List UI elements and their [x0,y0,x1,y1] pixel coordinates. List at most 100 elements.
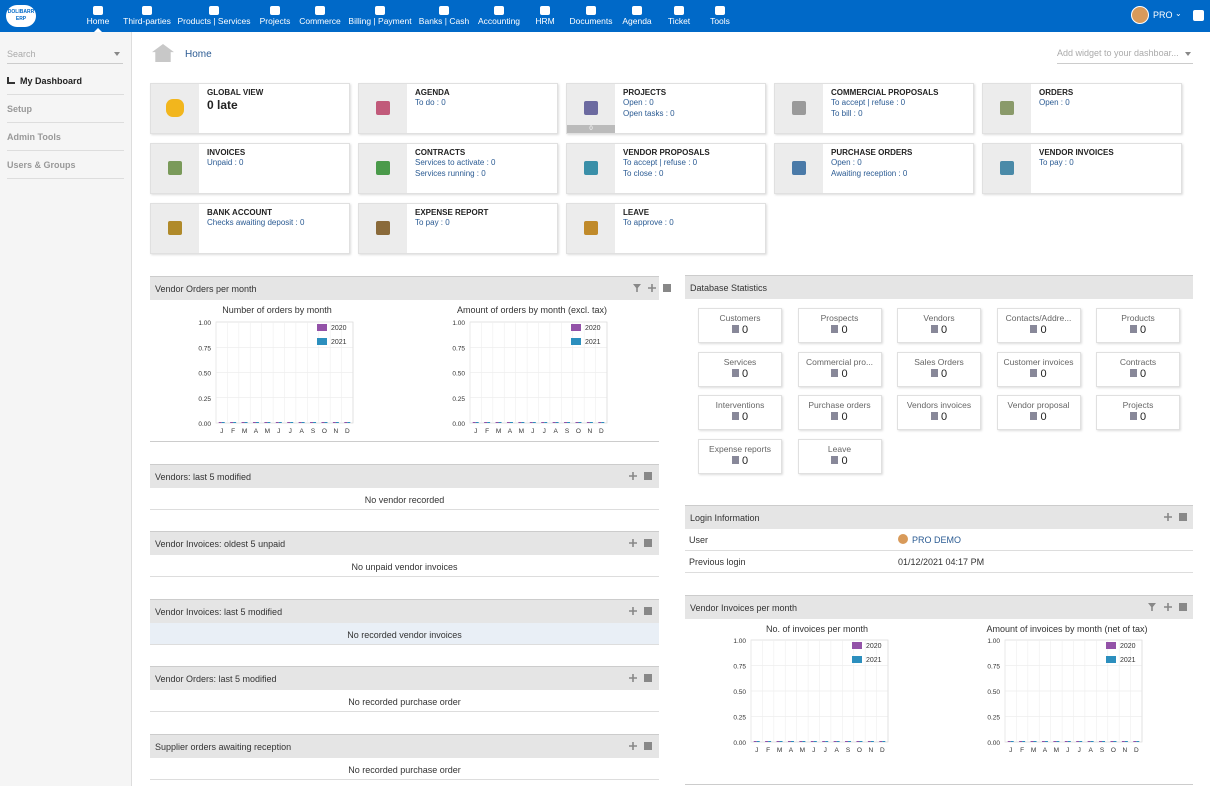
close-icon[interactable] [1179,603,1187,611]
filter-icon[interactable] [633,284,641,292]
page-title[interactable]: Home [185,49,212,60]
box-vendor-invoices[interactable]: VENDOR INVOICES To pay : 0 [982,143,1182,194]
close-icon[interactable] [644,472,652,480]
stat-leave[interactable]: Leave 0 [797,438,882,474]
stat-prospects[interactable]: Prospects 0 [797,308,882,343]
stat-commercial-pro-[interactable]: Commercial pro... 0 [797,351,882,387]
x-tick-label: N [588,428,593,435]
box-line[interactable]: Awaiting reception : 0 [831,169,908,178]
stat-projects[interactable]: Projects 0 [1096,395,1180,431]
chevron-down-icon [1185,52,1191,56]
bar [810,741,814,742]
sidebar-item-admin-tools[interactable]: Admin Tools [7,123,124,151]
box-line[interactable]: Open : 0 [831,158,862,167]
stat-vendors-invoices[interactable]: Vendors invoices 0 [897,395,981,431]
stat-contacts-addre-[interactable]: Contacts/Addre... 0 [996,308,1081,343]
search-input[interactable]: Search [7,46,123,64]
stat-sales-orders[interactable]: Sales Orders 0 [897,351,981,387]
box-line[interactable]: Open : 0 [1039,98,1070,107]
box-line[interactable]: To accept | refuse : 0 [623,158,698,167]
stat-interventions[interactable]: Interventions 0 [698,395,782,431]
nav-item-tools[interactable]: Tools [706,0,734,32]
stat-vendors[interactable]: Vendors 0 [897,308,981,343]
box-line[interactable]: To pay : 0 [415,218,450,227]
box-commercial-proposals[interactable]: COMMERCIAL PROPOSALS To accept | refuse :… [774,83,974,134]
stat-vendor-proposal[interactable]: Vendor proposal 0 [996,395,1081,431]
close-icon[interactable] [644,539,652,547]
nav-item-products-services[interactable]: Products | Services [177,0,251,32]
box-line[interactable]: To approve : 0 [623,218,674,227]
nav-item-documents[interactable]: Documents [566,0,616,32]
nav-item-agenda[interactable]: Agenda [620,0,654,32]
move-icon[interactable] [629,674,637,682]
box-line[interactable]: Checks awaiting deposit : 0 [207,218,305,227]
print-icon[interactable] [1193,10,1204,21]
box-orders[interactable]: ORDERS Open : 0 [982,83,1182,134]
stat-purchase-orders[interactable]: Purchase orders 0 [797,395,882,431]
stat-services[interactable]: Services 0 [698,351,782,387]
box-title: PURCHASE ORDERS [831,148,913,157]
close-icon[interactable] [644,742,652,750]
bar [544,422,548,423]
move-icon[interactable] [629,742,637,750]
x-tick-label: J [1078,747,1081,754]
box-icon-area [151,144,199,193]
add-widget-select[interactable]: Add widget to your dashboar... [1057,48,1193,64]
move-icon[interactable] [648,284,656,292]
box-line[interactable]: Open tasks : 0 [623,109,675,118]
box-leave[interactable]: LEAVE To approve : 0 [566,203,766,254]
nav-item-banks-cash[interactable]: Banks | Cash [418,0,470,32]
nav-item-accounting[interactable]: Accounting [476,0,522,32]
nav-item-home[interactable]: Home [86,0,110,32]
sidebar-item-my-dashboard[interactable]: My Dashboard [7,67,124,95]
close-icon[interactable] [1179,513,1187,521]
sidebar-item-users-groups[interactable]: Users & Groups [7,151,124,179]
box-agenda[interactable]: AGENDA To do : 0 [358,83,558,134]
sidebar-item-setup[interactable]: Setup [7,95,124,123]
nav-item-billing-payment[interactable]: Billing | Payment [347,0,413,32]
nav-item-third-parties[interactable]: Third-parties [122,0,172,32]
box-projects[interactable]: 0 PROJECTS Open : 0 Open tasks : 0 [566,83,766,134]
home-icon [152,44,174,62]
box-line[interactable]: To accept | refuse : 0 [831,98,906,107]
box-line[interactable]: Unpaid : 0 [207,158,244,167]
box-vendor-proposals[interactable]: VENDOR PROPOSALS To accept | refuse : 0 To… [566,143,766,194]
box-line[interactable]: Services running : 0 [415,169,486,178]
close-icon[interactable] [644,607,652,615]
nav-item-ticket[interactable]: Ticket [664,0,694,32]
box-bank-account[interactable]: BANK ACCOUNT Checks awaiting deposit : 0 [150,203,350,254]
move-icon[interactable] [1164,513,1172,521]
stat-contracts[interactable]: Contracts 0 [1096,351,1180,387]
box-line[interactable]: Services to activate : 0 [415,158,496,167]
box-line[interactable]: To pay : 0 [1039,158,1074,167]
filter-icon[interactable] [1148,603,1156,611]
stat-customer-invoices[interactable]: Customer invoices 0 [996,351,1081,387]
stat-value-row: 0 [998,324,1080,336]
stat-expense-reports[interactable]: Expense reports 0 [698,438,782,474]
box-invoices[interactable]: INVOICES Unpaid : 0 [150,143,350,194]
box-expense-report[interactable]: EXPENSE REPORT To pay : 0 [358,203,558,254]
box-line[interactable]: To bill : 0 [831,109,863,118]
move-icon[interactable] [629,539,637,547]
stat-products[interactable]: Products 0 [1096,308,1180,343]
stat-customers[interactable]: Customers 0 [698,308,782,343]
box-global-view[interactable]: GLOBAL VIEW 0 late [150,83,350,134]
nav-item-commerce[interactable]: Commerce [298,0,342,32]
box-purchase-orders[interactable]: PURCHASE ORDERS Open : 0 Awaiting receptio… [774,143,974,194]
move-icon[interactable] [629,472,637,480]
panel-title: Vendor Invoices: oldest 5 unpaid [155,539,286,549]
nav-item-hrm[interactable]: HRM [532,0,558,32]
close-icon[interactable] [663,284,671,292]
move-icon[interactable] [1164,603,1172,611]
login-user-link[interactable]: PRO DEMO [912,535,962,545]
panel-title: Vendor Invoices: last 5 modified [155,607,283,617]
box-line[interactable]: Open : 0 [623,98,654,107]
nav-item-projects[interactable]: Projects [258,0,292,32]
close-icon[interactable] [644,674,652,682]
bar [332,422,336,423]
box-contracts[interactable]: CONTRACTS Services to activate : 0 Service… [358,143,558,194]
box-line[interactable]: To close : 0 [623,169,664,178]
move-icon[interactable] [629,607,637,615]
box-line[interactable]: To do : 0 [415,98,446,107]
dolibarr-logo[interactable]: DOLIBARR ERP [6,5,36,27]
